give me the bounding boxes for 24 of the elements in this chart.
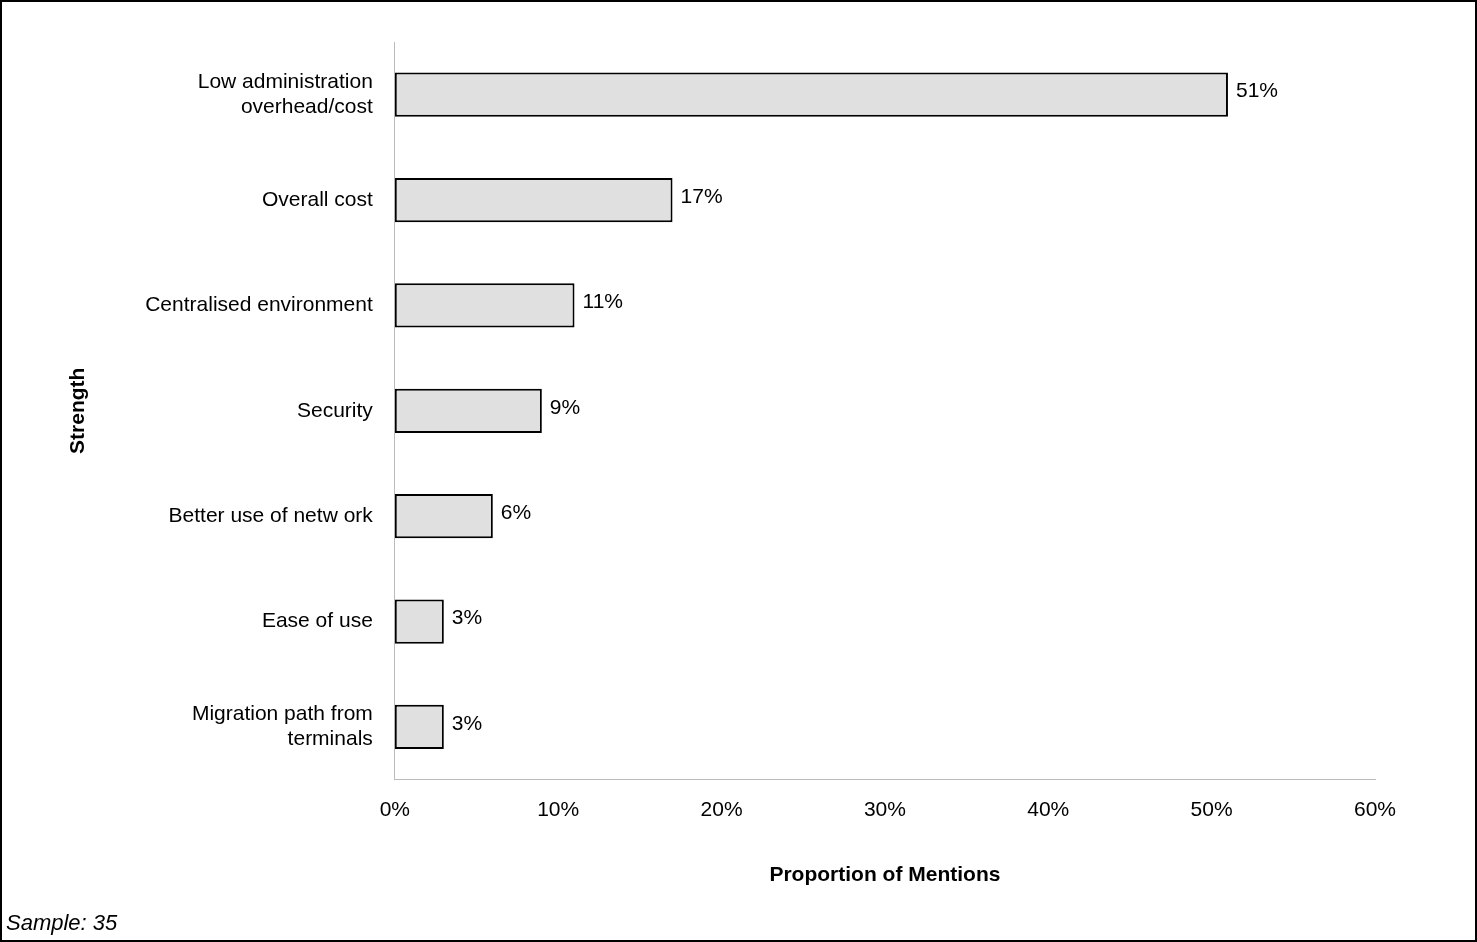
y-tick-label: Low administration overhead/cost <box>197 68 373 118</box>
x-tick-label: 10% <box>537 797 580 820</box>
data-label: 3% <box>451 710 483 734</box>
y-tick-label: Centralised environment <box>145 292 373 316</box>
x-tick-label: 50% <box>1190 797 1233 820</box>
y-tick-label: Migration path from terminals <box>191 701 373 750</box>
x-tick-label: 0% <box>379 797 410 820</box>
x-axis-title: Proportion of Mentions <box>769 862 1001 886</box>
y-tick-label: Better use of netw ork <box>168 502 374 526</box>
x-tick-label: 40% <box>1027 797 1070 820</box>
y-tick-label: Overall cost <box>261 186 373 210</box>
data-label: 11% <box>582 289 623 313</box>
data-label: 51% <box>1235 78 1278 102</box>
data-label: 6% <box>500 499 532 523</box>
y-tick-label: Security <box>296 397 374 421</box>
x-tick-label: 20% <box>700 797 743 820</box>
data-label: 17% <box>680 183 723 207</box>
x-tick-label: 30% <box>863 797 906 820</box>
data-label: 3% <box>451 605 483 629</box>
text: Sample: 35 <box>6 910 118 936</box>
x-tick-label: 60% <box>1353 797 1397 820</box>
y-axis-title: Strength <box>65 367 89 454</box>
data-label: 9% <box>549 394 581 418</box>
y-tick-label: Ease of use <box>261 608 373 632</box>
